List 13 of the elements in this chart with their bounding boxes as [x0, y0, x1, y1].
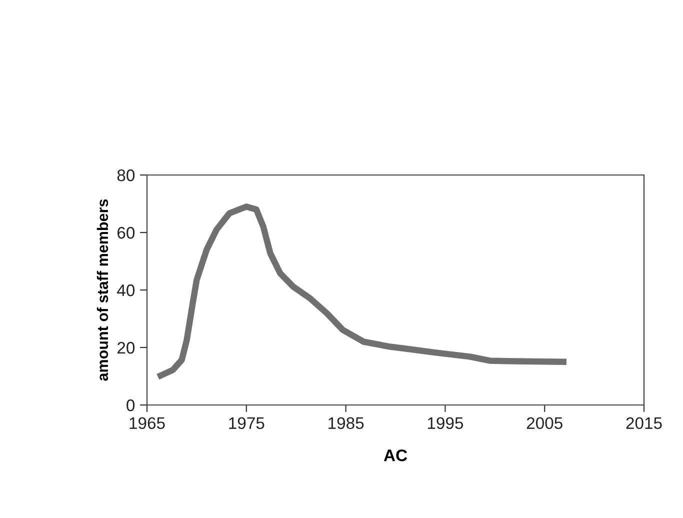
y-tick-label: 60	[118, 226, 135, 239]
y-tick-label: 40	[117, 284, 135, 296]
y-axis-title: amount of staff members	[96, 199, 108, 381]
x-tick-label: 2005	[526, 417, 562, 430]
y-tick-label: 80	[117, 169, 135, 182]
y-tick-label: 0	[126, 399, 135, 412]
x-tick-label: 2015	[626, 417, 662, 430]
x-tick-label: 1985	[328, 417, 364, 430]
x-tick-label: 1995	[428, 417, 464, 430]
y-tick-label: 20	[117, 342, 135, 354]
x-tick-label: 1975	[229, 417, 264, 430]
x-axis-title: AC	[384, 449, 408, 462]
x-tick-label: 1965	[130, 417, 165, 430]
